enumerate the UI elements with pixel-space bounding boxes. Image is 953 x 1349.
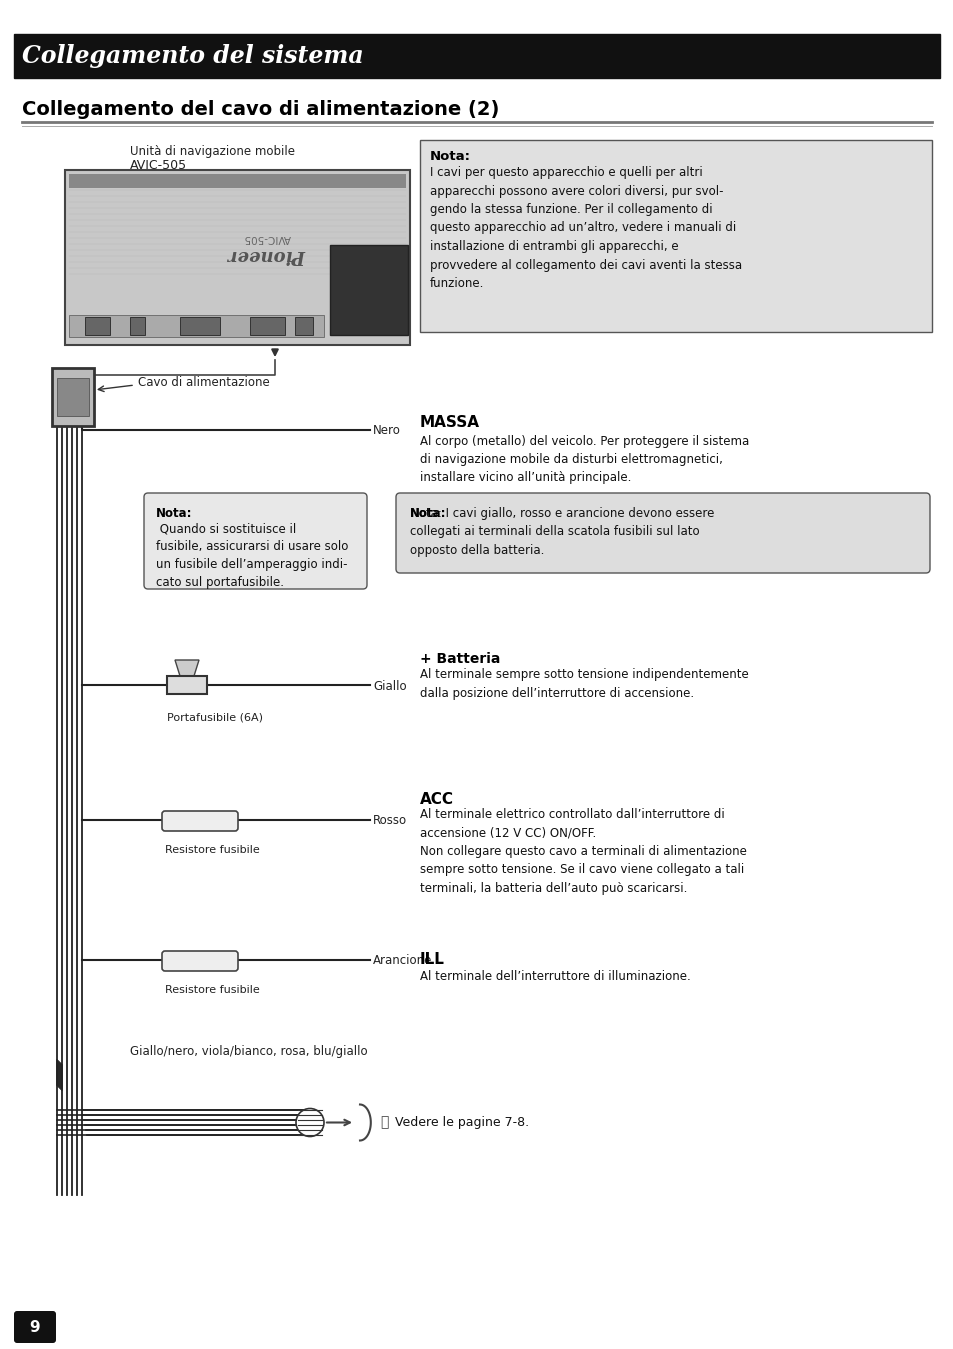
FancyBboxPatch shape xyxy=(65,170,410,345)
Text: Nota: I cavi giallo, rosso e arancione devono essere
collegati ai terminali dell: Nota: I cavi giallo, rosso e arancione d… xyxy=(410,507,714,557)
Bar xyxy=(130,317,145,335)
Bar xyxy=(69,174,406,188)
Text: Nota:: Nota: xyxy=(410,507,446,519)
Text: Giallo: Giallo xyxy=(373,680,406,692)
Text: Rosso: Rosso xyxy=(373,815,407,827)
Text: ACC: ACC xyxy=(419,792,454,807)
Text: 📞: 📞 xyxy=(379,1116,388,1129)
Polygon shape xyxy=(174,660,199,676)
Text: 9: 9 xyxy=(30,1321,40,1336)
Text: AVIC-505: AVIC-505 xyxy=(130,159,187,173)
Text: Portafusibile (6A): Portafusibile (6A) xyxy=(167,712,263,722)
Text: AVIC-505: AVIC-505 xyxy=(244,233,291,243)
Circle shape xyxy=(295,1109,324,1136)
Bar xyxy=(250,317,285,335)
Text: Giallo/nero, viola/bianco, rosa, blu/giallo: Giallo/nero, viola/bianco, rosa, blu/gia… xyxy=(130,1045,367,1058)
FancyBboxPatch shape xyxy=(162,811,237,831)
Bar xyxy=(294,317,313,335)
Text: MASSA: MASSA xyxy=(419,415,479,430)
Text: ILL: ILL xyxy=(419,952,444,967)
Text: Collegamento del sistema: Collegamento del sistema xyxy=(22,45,363,67)
Bar xyxy=(69,316,324,337)
FancyBboxPatch shape xyxy=(144,492,367,590)
Text: Vedere le pagine 7-8.: Vedere le pagine 7-8. xyxy=(395,1116,529,1129)
Bar xyxy=(85,317,110,335)
Text: Arancione: Arancione xyxy=(373,955,432,967)
Text: Quando si sostituisce il
fusibile, assicurarsi di usare solo
un fusibile dell’am: Quando si sostituisce il fusibile, assic… xyxy=(156,522,348,590)
FancyBboxPatch shape xyxy=(14,1311,56,1344)
Bar xyxy=(57,378,89,415)
Text: Al terminale sempre sotto tensione indipendentemente
dalla posizione dell’interr: Al terminale sempre sotto tensione indip… xyxy=(419,668,748,700)
Bar xyxy=(14,34,939,78)
Text: Al terminale elettrico controllato dall’interruttore di
accensione (12 V CC) ON/: Al terminale elettrico controllato dall’… xyxy=(419,808,746,894)
Text: Nota:: Nota: xyxy=(156,507,193,519)
FancyBboxPatch shape xyxy=(419,140,931,332)
Text: Nero: Nero xyxy=(373,425,400,437)
Text: Al terminale dell’interruttore di illuminazione.: Al terminale dell’interruttore di illumi… xyxy=(419,970,690,983)
Bar xyxy=(167,676,207,693)
FancyBboxPatch shape xyxy=(162,951,237,971)
FancyBboxPatch shape xyxy=(52,368,94,426)
Text: Resistore fusibile: Resistore fusibile xyxy=(165,844,259,855)
Text: Unità di navigazione mobile: Unità di navigazione mobile xyxy=(130,144,294,158)
Text: Al corpo (metallo) del veicolo. Per proteggere il sistema
di navigazione mobile : Al corpo (metallo) del veicolo. Per prot… xyxy=(419,434,748,484)
Bar xyxy=(180,317,220,335)
Text: Resistore fusibile: Resistore fusibile xyxy=(165,985,259,996)
Bar xyxy=(330,246,408,335)
Text: Collegamento del cavo di alimentazione (2): Collegamento del cavo di alimentazione (… xyxy=(22,100,498,119)
Text: Nota:: Nota: xyxy=(430,150,471,163)
Text: I cavi per questo apparecchio e quelli per altri
apparecchi possono avere colori: I cavi per questo apparecchio e quelli p… xyxy=(430,166,741,290)
Text: Cavo di alimentazione: Cavo di alimentazione xyxy=(138,375,270,389)
Text: + Batteria: + Batteria xyxy=(419,652,500,666)
Text: Pioneer: Pioneer xyxy=(229,246,306,264)
FancyBboxPatch shape xyxy=(395,492,929,573)
